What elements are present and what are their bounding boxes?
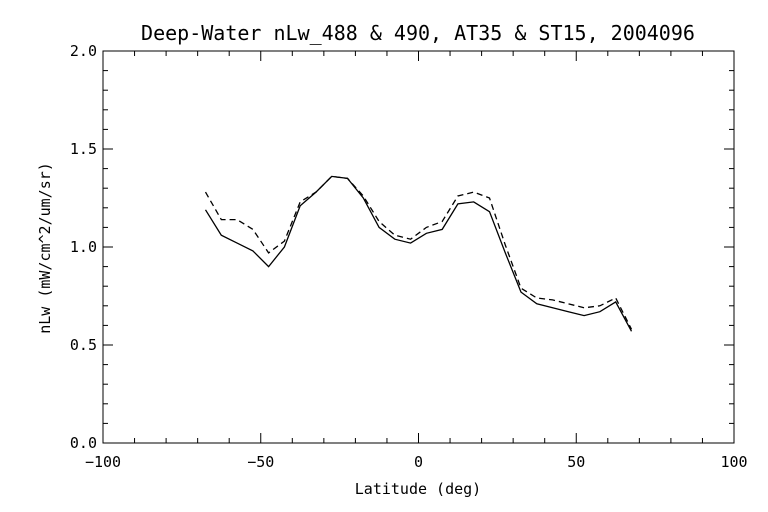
y-tick-label: 0.0 xyxy=(70,434,97,452)
y-tick-label: 1.5 xyxy=(70,140,97,158)
y-tick-label: 0.5 xyxy=(70,336,97,354)
y-axis-label: nLw (mW/cm^2/um/sr) xyxy=(36,162,54,334)
series-group xyxy=(204,175,633,332)
chart-title: Deep-Water nLw_488 & 490, AT35 & ST15, 2… xyxy=(141,21,695,45)
axis-ticks xyxy=(102,50,735,444)
series-line-solid xyxy=(204,175,633,332)
x-tick-label: −50 xyxy=(247,453,274,471)
y-tick-label: 2.0 xyxy=(70,42,97,60)
x-tick-label: −100 xyxy=(85,453,121,471)
tick-labels: −100 −50 0 50 100 0.0 0.5 1.0 1.5 2.0 xyxy=(70,42,748,471)
plot-frame xyxy=(102,50,735,444)
x-tick-label: 100 xyxy=(720,453,747,471)
y-tick-label: 1.0 xyxy=(70,238,97,256)
series-line-dashed xyxy=(204,175,633,330)
x-tick-label: 50 xyxy=(567,453,585,471)
x-tick-label: 0 xyxy=(414,453,423,471)
x-axis-label: Latitude (deg) xyxy=(355,480,481,498)
